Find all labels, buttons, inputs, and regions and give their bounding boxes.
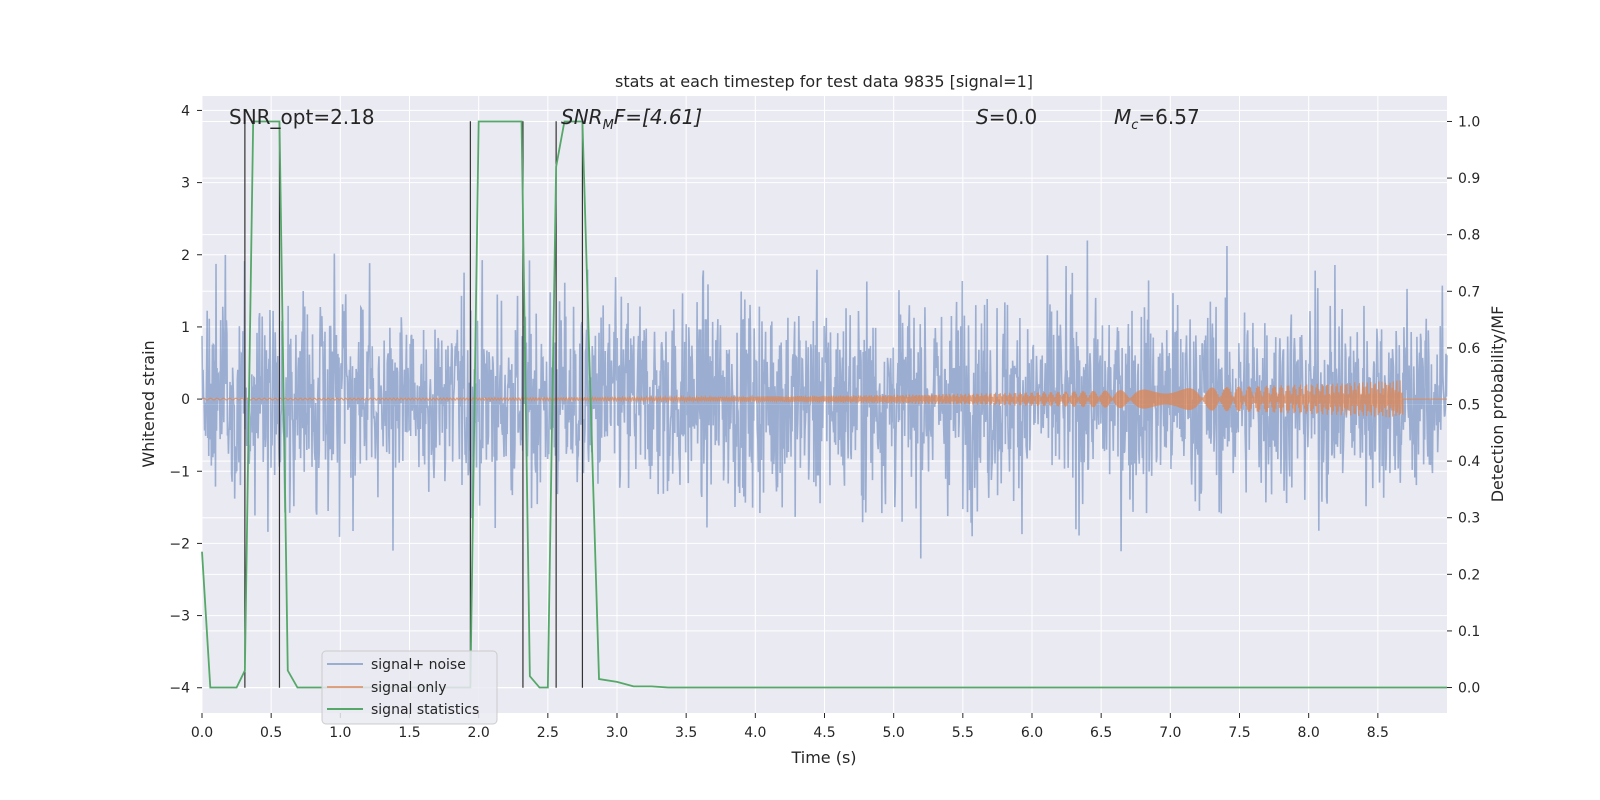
x-tick-label: 2.0 (468, 725, 490, 741)
x-tick-label: 0.5 (260, 725, 282, 741)
annotation-mc-sub: c (1131, 118, 1138, 133)
y-axis-right-label: Detection probability/MF (1488, 306, 1507, 503)
x-tick-label: 4.5 (813, 725, 835, 741)
x-axis: 0.0 0.5 1.0 1.5 2.0 2.5 3.0 3.5 4.0 4.5 5.0 5.5 6.0 6… (191, 713, 1389, 741)
right-y-axis: 1.0 0.9 0.8 0.7 0.6 0.5 0.4 0.3 0.2 0.1 0.0 (1447, 114, 1480, 697)
x-tick-label: 6.5 (1090, 725, 1112, 741)
x-tick-label: 5.0 (883, 725, 905, 741)
annotation-snr-mf-base: SNR (561, 105, 603, 129)
x-tick-label: 1.5 (398, 725, 420, 741)
right-tick-label: 0.0 (1458, 681, 1480, 697)
left-tick-label: 4 (181, 103, 190, 119)
x-tick-label: 8.0 (1298, 725, 1320, 741)
left-tick-label: 0 (181, 392, 190, 408)
x-tick-label: 1.0 (329, 725, 351, 741)
left-tick-label: 2 (181, 248, 190, 264)
annotation-mc: Mc=6.57 (1114, 105, 1200, 133)
legend-box (321, 650, 498, 725)
legend-label-stat: signal statistics (371, 702, 479, 718)
annotation-mc-base: M (1114, 105, 1131, 129)
right-tick-label: 0.4 (1458, 454, 1480, 470)
noise-series (201, 240, 1448, 559)
right-tick-label: 0.8 (1458, 228, 1480, 244)
annotation-s-rest: =0.0 (989, 105, 1038, 129)
x-tick-label: 7.0 (1159, 725, 1181, 741)
right-tick-label: 0.3 (1458, 511, 1480, 527)
noise-trace (201, 240, 1448, 559)
x-axis-label: Time (s) (790, 748, 856, 767)
x-tick-label: 4.0 (744, 725, 766, 741)
right-tick-label: 0.6 (1458, 341, 1480, 357)
annotation-snr-mf-rest: F=[4.61] (614, 105, 702, 129)
signal-only-series (201, 380, 1447, 418)
legend-label-noise: signal+ noise (371, 657, 466, 673)
signal-statistics-trace (201, 120, 1447, 689)
left-tick-label: −4 (169, 681, 190, 697)
x-tick-label: 8.5 (1367, 725, 1389, 741)
annotation-s-var: S (976, 105, 989, 129)
signal-statistics-series (201, 120, 1447, 689)
x-tick-label: 5.5 (952, 725, 974, 741)
chart-title: stats at each timestep for test data 983… (615, 72, 1033, 91)
right-tick-label: 0.2 (1458, 567, 1480, 583)
right-tick-label: 0.5 (1458, 398, 1480, 414)
x-tick-label: 3.0 (606, 725, 628, 741)
x-tick-label: 3.5 (675, 725, 697, 741)
y-axis-left-label: Whitened strain (139, 340, 158, 467)
right-tick-label: 1.0 (1458, 114, 1480, 130)
x-tick-label: 6.0 (1021, 725, 1043, 741)
x-tick-label: 7.5 (1228, 725, 1250, 741)
left-tick-label: −3 (169, 609, 190, 625)
right-tick-label: 0.9 (1458, 171, 1480, 187)
annotation-s: S=0.0 (976, 105, 1037, 129)
left-tick-label: −1 (169, 464, 190, 480)
annotation-mc-rest: =6.57 (1138, 105, 1199, 129)
annotation-snr-mf-sub: M (603, 118, 614, 133)
left-tick-label: −2 (169, 536, 190, 552)
left-tick-label: 3 (181, 176, 190, 192)
annotation-snr-mf: SNRMF=[4.61] (561, 105, 702, 133)
x-tick-label: 2.5 (537, 725, 559, 741)
left-y-axis: 4 3 2 1 0 −1 −2 −3 −4 (169, 103, 202, 697)
signal-trace (201, 380, 1447, 418)
legend-label-signal: signal only (371, 680, 446, 696)
legend: signal+ noise signal only signal statist… (321, 650, 498, 725)
left-tick-label: 1 (181, 320, 190, 336)
right-tick-label: 0.1 (1458, 624, 1480, 640)
x-tick-label: 0.0 (191, 725, 213, 741)
right-tick-label: 0.7 (1458, 284, 1480, 300)
annotation-snr-opt: SNR_opt=2.18 (229, 105, 375, 129)
annotations: SNR_opt=2.18 SNRMF=[4.61] S=0.0 Mc=6.57 (229, 105, 1200, 133)
